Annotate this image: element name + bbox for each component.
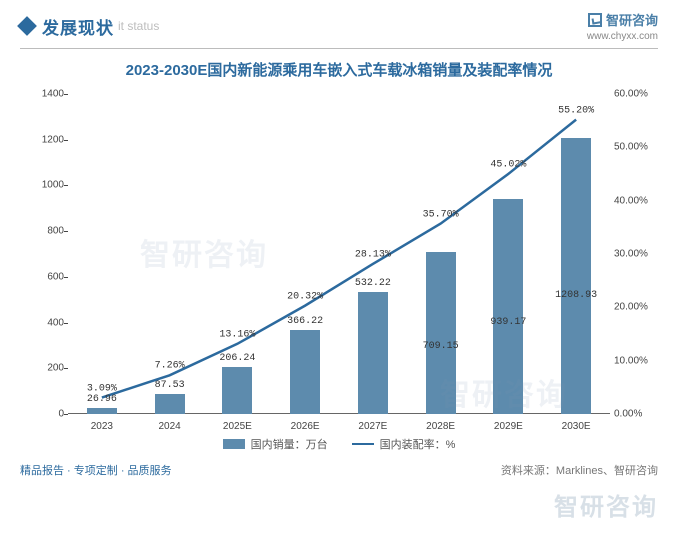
plot-area xyxy=(68,94,610,414)
bar-value-label: 939.17 xyxy=(490,317,526,328)
line-value-label: 45.02% xyxy=(490,160,526,171)
footer-right: 资料来源：Marklines、智研咨询 xyxy=(501,462,658,478)
x-label: 2025E xyxy=(223,421,252,432)
brand-text: 智研咨询 xyxy=(606,10,658,29)
x-label: 2023 xyxy=(91,421,113,432)
line-value-label: 55.20% xyxy=(558,105,594,116)
legend: 国内销量：万台 国内装配率：% xyxy=(20,436,658,452)
bar xyxy=(222,367,252,414)
header-title: 发展现状 xyxy=(42,14,114,39)
bar-value-label: 206.24 xyxy=(219,353,255,364)
y-left-label: 600 xyxy=(20,271,64,282)
legend-line-item: 国内装配率：% xyxy=(352,436,456,452)
line-value-label: 13.16% xyxy=(219,330,255,341)
header-left: 发展现状 it status xyxy=(20,14,159,39)
legend-line-swatch xyxy=(352,443,374,445)
bar-value-label: 1208.93 xyxy=(555,290,597,301)
legend-bar-item: 国内销量：万台 xyxy=(223,436,328,452)
y-right-label: 40.00% xyxy=(614,195,658,206)
header-subtitle: it status xyxy=(118,19,159,33)
diamond-icon xyxy=(17,16,37,36)
y-left-label: 1200 xyxy=(20,134,64,145)
footer-left: 精品报告 · 专项定制 · 品质服务 xyxy=(20,462,172,478)
y-left-label: 0 xyxy=(20,409,64,420)
bar-value-label: 532.22 xyxy=(355,278,391,289)
bar xyxy=(87,408,117,414)
chart-area: 国内销量：万台 国内装配率：% 020040060080010001200140… xyxy=(20,94,658,454)
chart-title: 2023-2030E国内新能源乘用车嵌入式车载冰箱销量及装配率情况 xyxy=(0,59,678,80)
x-label: 2030E xyxy=(562,421,591,432)
footer: 精品报告 · 专项定制 · 品质服务 资料来源：Marklines、智研咨询 xyxy=(0,454,678,478)
bar xyxy=(561,138,591,414)
y-left-label: 400 xyxy=(20,317,64,328)
bar xyxy=(426,252,456,414)
x-label: 2024 xyxy=(159,421,181,432)
bar-value-label: 709.15 xyxy=(423,341,459,352)
y-right-label: 10.00% xyxy=(614,355,658,366)
header-brand: 智研咨询 www.chyxx.com xyxy=(587,10,658,42)
divider xyxy=(20,48,658,49)
y-right-label: 0.00% xyxy=(614,409,658,420)
bar xyxy=(358,292,388,414)
y-right-label: 30.00% xyxy=(614,249,658,260)
brand-icon xyxy=(588,13,602,27)
y-left-label: 800 xyxy=(20,226,64,237)
y-right-label: 60.00% xyxy=(614,89,658,100)
line-value-label: 3.09% xyxy=(87,383,117,394)
y-right-label: 50.00% xyxy=(614,142,658,153)
bar xyxy=(493,199,523,414)
x-label: 2027E xyxy=(358,421,387,432)
watermark: 智研咨询 xyxy=(554,487,658,522)
y-right-label: 20.00% xyxy=(614,302,658,313)
line-value-label: 35.70% xyxy=(423,209,459,220)
line-value-label: 7.26% xyxy=(155,361,185,372)
bar-value-label: 87.53 xyxy=(155,380,185,391)
header: 发展现状 it status 智研咨询 www.chyxx.com xyxy=(0,0,678,48)
y-left-label: 1400 xyxy=(20,89,64,100)
legend-bar-swatch xyxy=(223,439,245,449)
brand-url: www.chyxx.com xyxy=(587,31,658,42)
y-left-label: 200 xyxy=(20,363,64,374)
legend-line-label: 国内装配率：% xyxy=(380,436,456,452)
bar xyxy=(155,394,185,414)
line-value-label: 20.32% xyxy=(287,291,323,302)
legend-bar-label: 国内销量：万台 xyxy=(251,436,328,452)
bar-value-label: 366.22 xyxy=(287,316,323,327)
bar-value-label: 26.96 xyxy=(87,394,117,405)
y-left-label: 1000 xyxy=(20,180,64,191)
bar xyxy=(290,330,320,414)
x-label: 2026E xyxy=(291,421,320,432)
x-label: 2029E xyxy=(494,421,523,432)
line-value-label: 28.13% xyxy=(355,250,391,261)
x-label: 2028E xyxy=(426,421,455,432)
